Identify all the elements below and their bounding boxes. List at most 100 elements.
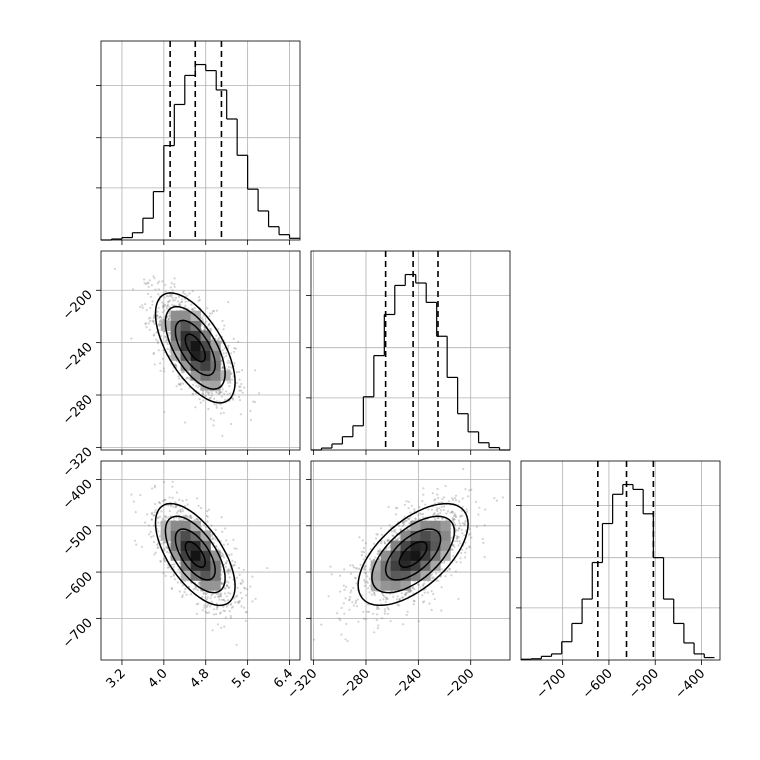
sample-point	[175, 385, 178, 388]
sample-point	[484, 508, 487, 511]
sample-point	[171, 496, 174, 499]
density-cell	[370, 560, 381, 571]
sample-point	[418, 505, 421, 509]
density-cell	[170, 520, 181, 531]
sample-point	[221, 349, 224, 352]
density-cell	[420, 570, 431, 581]
sample-point	[403, 520, 406, 523]
sample-point	[382, 598, 385, 601]
sample-point	[230, 366, 233, 369]
sample-point	[152, 352, 155, 355]
sample-point	[375, 537, 378, 540]
sample-point	[368, 568, 372, 571]
sample-point	[339, 590, 342, 593]
hist-panel-1-bg	[311, 251, 510, 450]
density-cell	[440, 520, 451, 531]
sample-point	[385, 548, 388, 551]
sample-point	[477, 513, 480, 516]
sample-point	[412, 603, 415, 606]
sample-point	[225, 580, 228, 583]
sample-point	[207, 324, 210, 327]
sample-point	[202, 399, 205, 402]
sample-point	[461, 514, 464, 518]
density-cell	[190, 340, 201, 351]
sample-point	[430, 608, 433, 612]
sample-point	[237, 566, 241, 570]
sample-point	[152, 514, 155, 517]
sample-point	[422, 493, 425, 496]
sample-point	[446, 510, 450, 513]
sample-point	[453, 514, 456, 517]
sample-point	[417, 513, 420, 517]
sample-point	[151, 300, 154, 303]
sample-point	[377, 624, 380, 627]
sample-point	[348, 599, 351, 602]
sample-point	[408, 527, 411, 530]
density-cell	[210, 570, 221, 581]
hist-panel-2-xtick-label: −600	[580, 666, 616, 702]
sample-point	[145, 309, 148, 312]
sample-point	[397, 537, 400, 540]
sample-point	[463, 534, 466, 537]
sample-point	[198, 581, 201, 584]
sample-point	[362, 610, 365, 614]
sample-point	[169, 515, 172, 518]
sample-point	[153, 514, 156, 517]
sample-point	[387, 608, 390, 611]
sample-point	[163, 557, 166, 560]
sample-point	[153, 511, 156, 514]
sample-point	[134, 510, 137, 514]
sample-point	[467, 495, 470, 498]
sample-point	[156, 516, 159, 519]
sample-point	[186, 515, 189, 518]
sample-point	[231, 559, 234, 563]
sample-point	[437, 496, 440, 500]
sample-point	[174, 364, 178, 368]
sample-point	[387, 546, 390, 550]
sample-point	[444, 484, 447, 488]
sample-point	[403, 593, 406, 596]
sample-point	[417, 583, 420, 587]
sample-point	[386, 612, 389, 615]
sample-point	[209, 312, 212, 315]
density-cell	[210, 350, 221, 361]
sample-point	[195, 517, 198, 520]
sample-point	[211, 629, 214, 632]
sample-point	[163, 499, 166, 502]
sample-point	[168, 510, 171, 513]
sample-point	[362, 579, 366, 582]
sample-point	[343, 612, 346, 615]
sample-point	[451, 511, 454, 514]
sample-point	[208, 396, 211, 399]
sample-point	[211, 312, 214, 315]
scatter-panel-0-1-ytick-label: −240	[60, 340, 96, 376]
sample-point	[383, 608, 386, 611]
sample-point	[169, 348, 172, 351]
density-cell	[400, 550, 411, 561]
sample-point	[192, 588, 195, 591]
sample-point	[228, 554, 231, 557]
sample-point	[154, 484, 157, 487]
density-cell	[410, 550, 421, 561]
hist-panel-0-bg	[101, 41, 300, 240]
sample-point	[433, 513, 436, 516]
sample-point	[159, 560, 162, 563]
sample-point	[453, 545, 456, 548]
sample-point	[224, 565, 227, 569]
sample-point	[349, 595, 352, 599]
sample-point	[167, 331, 170, 334]
sample-point	[217, 595, 220, 598]
sample-point	[436, 493, 439, 496]
sample-point	[380, 540, 383, 543]
sample-point	[152, 540, 156, 544]
density-cell	[430, 540, 441, 551]
sample-point	[171, 587, 174, 591]
sample-point	[233, 564, 236, 567]
sample-point	[458, 527, 461, 530]
sample-point	[230, 422, 233, 426]
sample-point	[233, 362, 236, 365]
sample-point	[384, 600, 387, 603]
sample-point	[220, 360, 223, 363]
sample-point	[230, 602, 233, 606]
sample-point	[227, 586, 230, 589]
